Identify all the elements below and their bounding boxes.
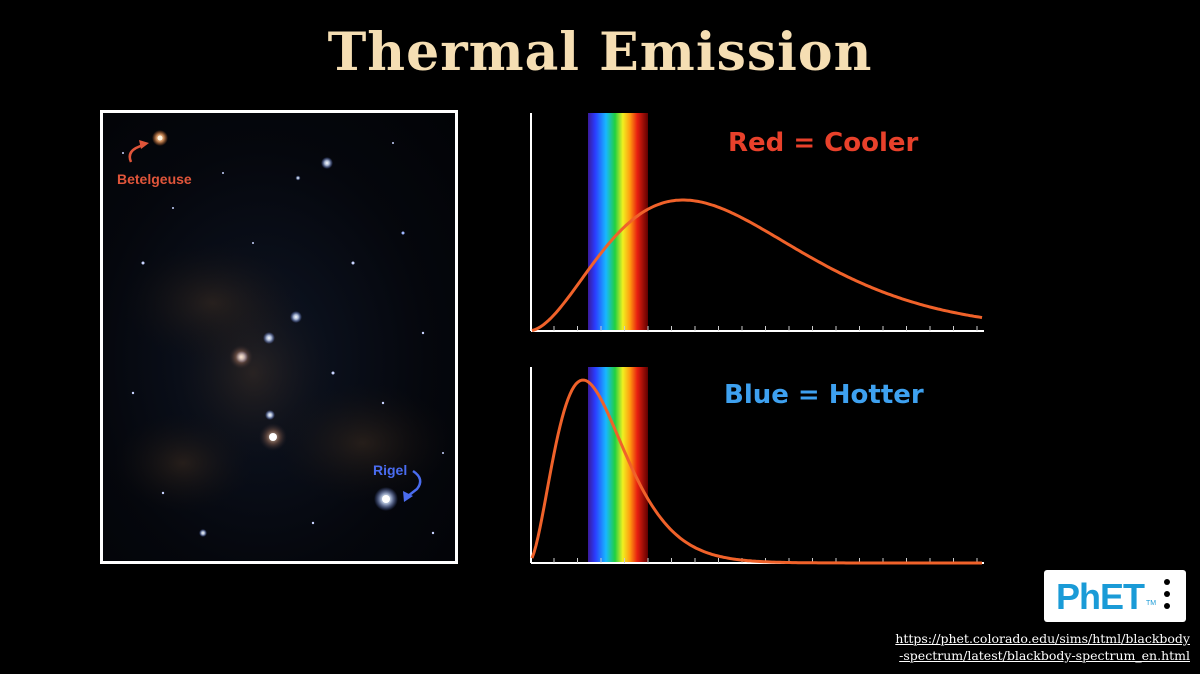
slide-title: Thermal Emission <box>327 22 873 83</box>
visible-spectrum-band <box>588 367 648 563</box>
betelgeuse-label: Betelgeuse <box>117 171 192 187</box>
blackbody-curve <box>530 378 982 565</box>
blackbody-curve <box>531 198 983 332</box>
rigel-arrow-icon <box>407 469 422 497</box>
source-link-line2[interactable]: -spectrum/latest/blackbody-spectrum_en.h… <box>899 648 1190 663</box>
graph-label-cooler: Red = Cooler <box>728 128 919 158</box>
phet-logo-text: PhET <box>1056 576 1145 617</box>
phet-trademark: TM <box>1146 600 1157 607</box>
graph-label-hotter: Blue = Hotter <box>724 380 924 410</box>
star-field-graphic <box>113 130 453 537</box>
source-link[interactable]: https://phet.colorado.edu/sims/html/blac… <box>876 630 1190 664</box>
source-link-line1[interactable]: https://phet.colorado.edu/sims/html/blac… <box>895 631 1190 646</box>
visible-spectrum-band <box>588 113 648 331</box>
kebab-menu-icon[interactable] <box>1162 579 1172 615</box>
betelgeuse-arrow-icon <box>128 142 146 163</box>
rigel-label: Rigel <box>373 462 408 478</box>
blackbody-graph-cooler: Red = Cooler <box>528 110 988 336</box>
blackbody-graph-hotter: Blue = Hotter <box>528 364 988 568</box>
orion-constellation-image: Betelgeuse Rigel <box>100 110 458 564</box>
phet-logo[interactable]: PhET TM <box>1044 570 1186 622</box>
